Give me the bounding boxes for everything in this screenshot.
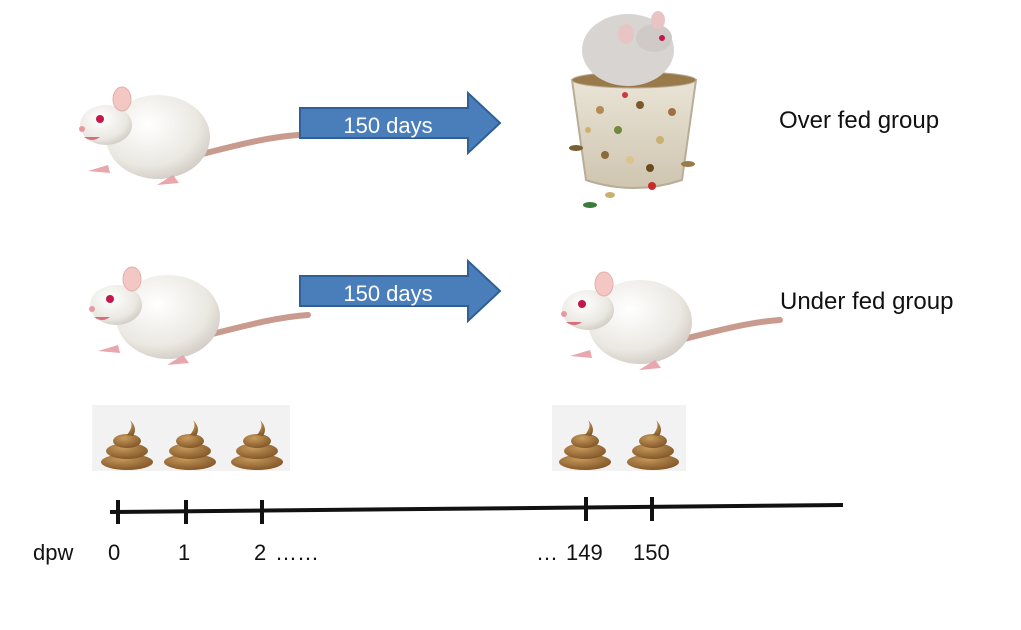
timeline-axis <box>109 503 844 514</box>
timeline-ticks <box>116 497 654 524</box>
rat-icon <box>79 87 298 185</box>
tick-label-150: 150 <box>633 540 670 565</box>
over-fed-group-label: Over fed group <box>779 107 940 134</box>
tick-label-2: 2 <box>254 540 267 565</box>
tick-label-1: 1 <box>178 540 191 565</box>
under-fed-group-label: Under fed group <box>780 288 954 315</box>
seed-bowl-icon <box>569 11 698 208</box>
rat-icon <box>89 267 308 365</box>
arrow-top: 150 days <box>299 90 502 156</box>
tick-label-149: 149 <box>566 540 603 565</box>
ellipsis-after-2: …… <box>275 540 319 565</box>
ellipsis-before-149: … <box>536 540 558 565</box>
arrow-bottom-label: 150 days <box>343 281 432 306</box>
timeline-unit-label: dpw <box>33 540 74 565</box>
arrow-bottom: 150 days <box>299 258 502 324</box>
tick-label-0: 0 <box>108 540 121 565</box>
arrow-top-label: 150 days <box>343 113 432 138</box>
rat-icon <box>561 272 780 370</box>
